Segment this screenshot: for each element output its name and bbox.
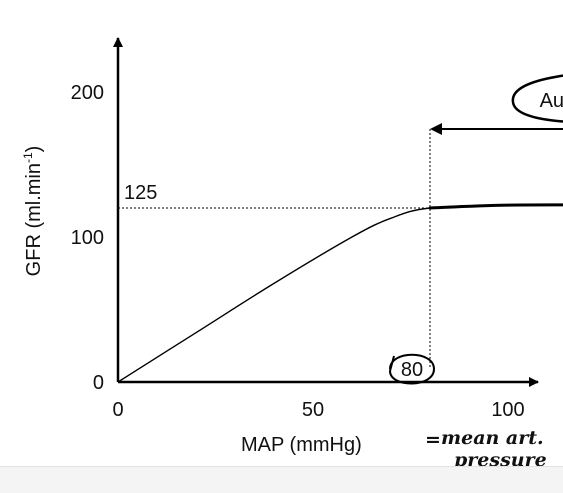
range-arrow-left-head (430, 123, 442, 135)
reference-level-label: 125 (124, 182, 157, 204)
x-tick-label: 50 (302, 399, 324, 421)
circled-range-start-label: 80 (401, 359, 423, 381)
gfr-curve (117, 204, 563, 383)
y-axis-title-close: ) (23, 146, 45, 153)
handwritten-note-line-2: pressure (454, 449, 547, 466)
x-tick-labels: 050100150200 (112, 399, 524, 421)
x-tick-label: 0 (112, 399, 123, 421)
y-axis-title-superscript: -1 (21, 152, 35, 163)
y-tick-label: 200 (71, 82, 104, 104)
y-tick-label: 100 (71, 227, 104, 249)
y-axis-title-base: GFR (ml.min (23, 163, 45, 276)
x-axis-title: MAP (mmHg) (241, 434, 362, 456)
handwritten-note-line-1: mean art. (441, 427, 544, 449)
handwritten-equals: = (425, 429, 441, 451)
x-tick-label: 100 (491, 399, 524, 421)
y-axis-title: GFR (ml.min-1) (21, 146, 45, 277)
bottom-toolbar-strip (0, 466, 563, 493)
circle-around-range-start (388, 353, 436, 385)
y-tick-labels: 0 100 200 (71, 82, 104, 394)
y-tick-label: 0 (93, 372, 104, 394)
autoregulatory-range-label: Autoregulatory range (540, 90, 563, 112)
